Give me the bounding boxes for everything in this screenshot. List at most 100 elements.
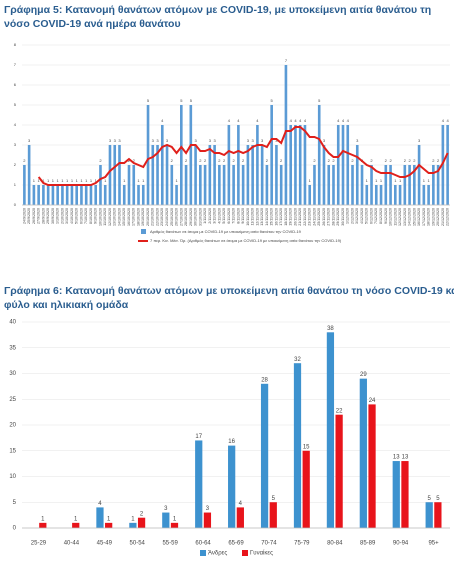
bar: [370, 165, 373, 205]
bar: [175, 185, 178, 205]
data-label: 2: [233, 158, 236, 163]
x-tick-label: 28/11/2020: [331, 208, 335, 226]
bar: [127, 165, 131, 205]
data-label: 28: [261, 377, 268, 383]
bar: [27, 145, 31, 205]
legend-label: Αριθμός θανάτων σε άτομα με COVID-19 με …: [150, 229, 302, 234]
data-label: 1: [85, 178, 88, 183]
x-tick-label: 16/10/2020: [127, 208, 131, 226]
x-tick-label: 15/12/2020: [412, 208, 416, 226]
bar: [51, 185, 55, 205]
x-tick-label: 17/11/2020: [279, 208, 283, 226]
x-tick-label: 24/9/2020: [22, 208, 26, 224]
bar: [256, 125, 259, 205]
x-tick-label: 65-69: [228, 541, 244, 547]
x-tick-label: 30/9/2020: [51, 208, 55, 224]
data-label: 5: [428, 496, 432, 502]
x-tick-label: 30/11/2020: [341, 208, 345, 226]
bar: [75, 185, 78, 205]
data-label: 4: [447, 118, 450, 123]
data-label: 3: [166, 138, 169, 143]
data-label: 4: [347, 118, 350, 123]
x-tick-label: 11/10/2020: [103, 208, 107, 226]
bar: [61, 185, 64, 205]
x-tick-label: 90-94: [393, 541, 409, 547]
bar: [103, 185, 107, 205]
x-tick-label: 20/11/2020: [293, 208, 297, 226]
x-tick-label: 28/9/2020: [41, 208, 45, 224]
y-tick-label: 8: [14, 42, 17, 47]
bar: [346, 125, 350, 205]
bar: [84, 185, 88, 205]
bar: [332, 165, 335, 205]
bar: [298, 125, 302, 205]
bar: [302, 450, 310, 528]
bar: [137, 185, 140, 205]
data-label: 5: [190, 98, 193, 103]
bar: [275, 145, 278, 205]
x-tick-label: 16/11/2020: [274, 208, 278, 226]
x-tick-label: 19/11/2020: [289, 208, 293, 226]
bar: [129, 522, 137, 528]
data-label: 4: [294, 118, 297, 123]
x-tick-label: 15/11/2020: [270, 208, 274, 226]
data-label: 2: [133, 158, 136, 163]
bar: [313, 165, 316, 205]
bar: [213, 145, 216, 205]
data-label: 1: [57, 178, 60, 183]
legend-swatch: [242, 550, 248, 556]
x-tick-label: 9/11/2020: [241, 208, 245, 224]
data-label: 4: [161, 118, 164, 123]
bar: [327, 165, 331, 205]
data-label: 2: [218, 158, 221, 163]
x-tick-label: 6/11/2020: [227, 208, 231, 224]
bar: [351, 165, 354, 205]
legend-label: Άνδρες: [208, 551, 227, 557]
x-tick-label: 27/11/2020: [327, 208, 331, 226]
data-label: 4: [290, 118, 293, 123]
data-label: 3: [194, 138, 197, 143]
data-label: 1: [107, 516, 111, 522]
x-tick-label: 26/10/2020: [175, 208, 179, 226]
x-tick-label: 13/11/2020: [260, 208, 264, 226]
y-tick-label: 15: [9, 448, 16, 454]
data-label: 1: [175, 178, 178, 183]
chart-title: Γράφημα 5: Κατανομή θανάτων ατόμων με CO…: [4, 4, 431, 16]
bar: [141, 185, 145, 205]
bar: [260, 145, 264, 205]
bar: [398, 185, 402, 205]
x-tick-label: 24/10/2020: [165, 208, 169, 226]
data-label: 3: [209, 138, 212, 143]
bar: [365, 185, 369, 205]
data-label: 22: [336, 408, 343, 414]
x-tick-label: 3/11/2020: [213, 208, 217, 224]
x-tick-label: 2/10/2020: [60, 208, 64, 224]
bar: [72, 522, 80, 528]
bar: [156, 145, 159, 205]
x-tick-label: 8/11/2020: [236, 208, 240, 224]
bar: [94, 185, 98, 205]
data-label: 4: [237, 118, 240, 123]
x-tick-label: 27/9/2020: [37, 208, 41, 224]
bar: [132, 165, 136, 205]
bar: [32, 185, 36, 205]
data-label: 1: [41, 516, 45, 522]
data-label: 3: [114, 138, 117, 143]
bar: [165, 145, 169, 205]
bar: [335, 414, 343, 528]
x-tick-label: 40-44: [64, 541, 80, 547]
data-label: 3: [261, 138, 264, 143]
bar: [360, 165, 364, 205]
data-label: 2: [171, 158, 174, 163]
data-label: 1: [427, 178, 430, 183]
data-label: 13: [402, 455, 409, 461]
x-tick-label: 5/10/2020: [75, 208, 79, 224]
bar: [322, 145, 326, 205]
bar: [42, 185, 45, 205]
data-label: 1: [38, 178, 41, 183]
bar: [432, 165, 435, 205]
data-label: 3: [152, 138, 155, 143]
bar: [146, 105, 150, 205]
data-label: 1: [104, 178, 107, 183]
bar: [436, 165, 440, 205]
